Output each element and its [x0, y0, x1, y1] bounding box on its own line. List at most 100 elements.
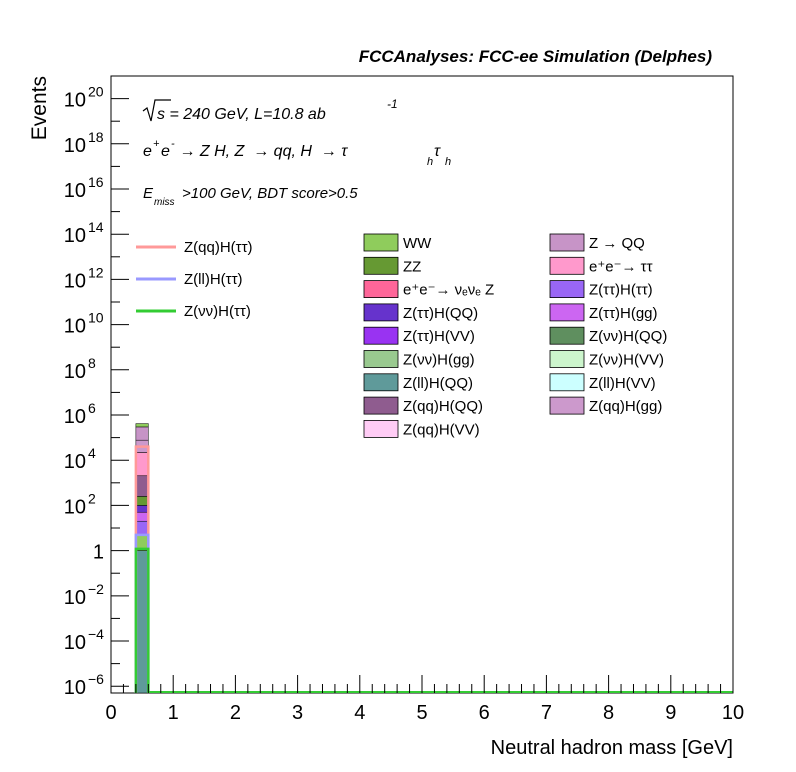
x-tick-label: 6	[479, 702, 490, 724]
annotation-line3-sub: miss	[154, 197, 175, 208]
annotation-energy-lumi: s = 240 GeV, L=10.8 ab -1	[142, 97, 398, 123]
legend-line-label: Z(ll)H(ττ)	[184, 271, 243, 288]
bar-7	[135, 475, 149, 497]
legend-box-label: Z(qq)H(QQ)	[403, 398, 483, 415]
legend-line-label: Z(qq)H(ττ)	[184, 239, 253, 256]
y-tick-exponent: 20	[88, 84, 104, 100]
annotation-line3-text: >100 GeV, BDT score>0.5	[182, 185, 358, 202]
legend-box-label: Z(qq)H(VV)	[403, 421, 480, 438]
legend-box-swatch	[363, 303, 399, 322]
y-tick-label: 10	[64, 406, 86, 428]
bar-4	[135, 511, 149, 522]
y-tick-label: 10	[64, 135, 86, 157]
y-tick-label: 10	[64, 632, 86, 654]
y-tick-exponent: 14	[88, 219, 104, 235]
legend-box-swatch	[549, 373, 585, 392]
annotation-selection: E miss >100 GeV, BDT score>0.5	[143, 185, 358, 208]
legend-box-swatch	[363, 373, 399, 392]
x-tick-label: 5	[416, 702, 427, 724]
legend-box-label: Z(ττ)H(VV)	[403, 328, 475, 345]
y-tick-exponent: 8	[88, 355, 96, 371]
annotation-line2-sub1: h	[427, 156, 433, 168]
annotation-line2-sup1: +	[153, 138, 160, 150]
x-tick-label: 3	[292, 702, 303, 724]
x-tick-label: 4	[354, 702, 365, 724]
histogram-bars	[135, 423, 149, 694]
sqrt-symbol	[142, 99, 171, 122]
annotation-line2-tau2: τ	[434, 143, 441, 160]
bar-3	[135, 520, 149, 536]
y-tick-exponent: 12	[88, 264, 104, 280]
legend-box-label: Z(ττ)H(QQ)	[403, 305, 478, 322]
legend-line-label: Z(νν)H(ττ)	[184, 303, 251, 320]
y-tick-label: 10	[64, 587, 86, 609]
chart-header: FCCAnalyses: FCC-ee Simulation (Delphes)	[359, 47, 713, 66]
legend-box-swatch	[549, 256, 585, 275]
legend-box-label: e⁺e⁻→ ττ	[589, 258, 653, 275]
annotation-line3-e: E	[143, 185, 154, 202]
y-tick-label: 10	[64, 316, 86, 338]
y-tick-label: 10	[64, 361, 86, 383]
y-tick-exponent: −4	[88, 626, 104, 642]
y-tick-exponent: −2	[88, 581, 104, 597]
bar-8	[135, 452, 149, 477]
legend-box-swatch	[363, 280, 399, 299]
legend-box-label: WW	[403, 235, 432, 252]
x-tick-label: 2	[230, 702, 241, 724]
y-tick-exponent: −6	[88, 671, 104, 687]
annotation-line1-text: = 240 GeV, L=10.8 ab	[165, 106, 326, 123]
legend-box-label: Z(ττ)H(gg)	[589, 305, 658, 322]
bar-5	[135, 505, 149, 513]
legend-box-label: Z(νν)H(VV)	[589, 352, 664, 369]
signal-line-3	[134, 547, 150, 693]
legend-box-label: Z(νν)H(gg)	[403, 352, 475, 369]
y-tick-label: 10	[64, 90, 86, 112]
x-tick-label: 7	[541, 702, 552, 724]
legend-box-swatch	[549, 303, 585, 322]
bar-10	[135, 426, 149, 441]
legend-box-label: Z → QQ	[589, 235, 645, 252]
annotation-line1-s: s	[157, 106, 165, 123]
legend-box-label: e⁺e⁻→ νₑνₑ Z	[403, 282, 494, 299]
legend-box-swatch	[549, 350, 585, 368]
x-tick-label: 9	[665, 702, 676, 724]
annotation-line2-sup2: -	[171, 138, 175, 150]
legend-box-swatch	[549, 280, 585, 299]
bar-11	[135, 423, 149, 428]
legend-box-label: ZZ	[403, 258, 421, 275]
legend-box-label: Z(ll)H(QQ)	[403, 375, 473, 392]
x-tick-label: 8	[603, 702, 614, 724]
legend-box-swatch	[549, 326, 585, 345]
legend-box-swatch	[363, 350, 399, 368]
annotation-line2-text: → Z H, Z → qq, H → τ	[175, 143, 348, 160]
legend-box-swatch	[363, 326, 399, 345]
y-tick-label: 10	[64, 180, 86, 202]
x-axis: 0 1 2 3 4 5 6 7 8 9 10	[105, 675, 744, 724]
y-tick-label: 10	[64, 225, 86, 247]
legend-box-swatch	[363, 396, 399, 415]
y-tick-label: 1	[93, 542, 104, 564]
annotation-line2-e2: e	[161, 143, 170, 160]
y-tick-label: 10	[64, 270, 86, 292]
x-axis-title: Neutral hadron mass [GeV]	[491, 737, 733, 759]
legend: Z(qq)H(ττ) Z(ll)H(ττ) Z(νν)H(ττ) WW ZZ e⁺e⁻→ …	[136, 233, 667, 438]
legend-box-swatch	[549, 396, 585, 415]
y-axis-title: Events	[28, 76, 51, 140]
x-tick-label: 10	[722, 702, 744, 724]
legend-box-swatch	[363, 233, 399, 252]
y-tick-exponent: 6	[88, 400, 96, 416]
annotation-line2-sub2: h	[445, 156, 451, 168]
legend-box-label: Z(ττ)H(ττ)	[589, 282, 653, 299]
annotation-line1-sup: -1	[387, 97, 398, 111]
signal-lines	[134, 445, 733, 693]
y-tick-label: 10	[64, 451, 86, 473]
bar-6	[135, 496, 149, 506]
annotation-process: e + e - → Z H, Z → qq, H → τ h τ h	[143, 138, 451, 168]
bar-1	[135, 550, 149, 694]
legend-box-label: Z(ll)H(VV)	[589, 375, 656, 392]
y-tick-label: 10	[64, 677, 86, 699]
y-tick-exponent: 16	[88, 174, 104, 190]
y-tick-exponent: 10	[88, 310, 104, 326]
